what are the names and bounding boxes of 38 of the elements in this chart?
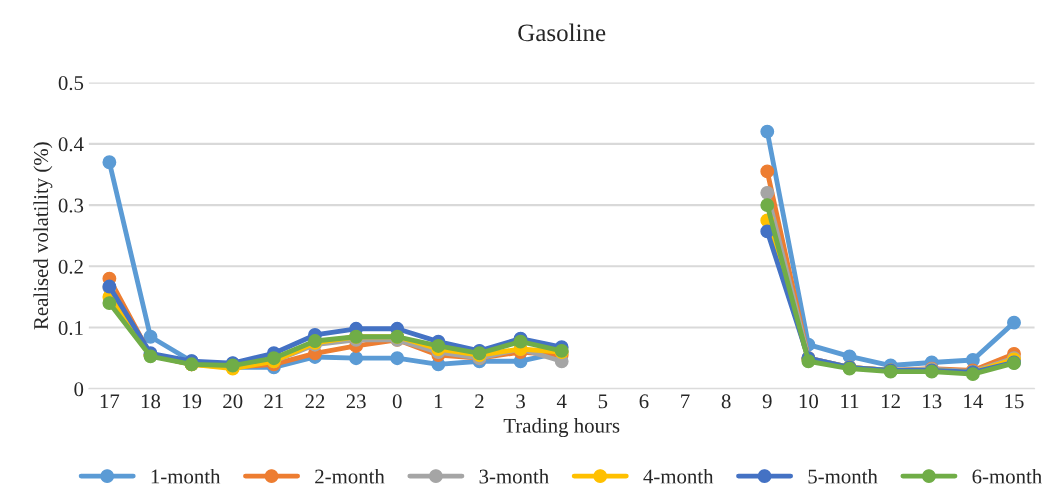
y-tick-label: 0 bbox=[74, 382, 84, 397]
y-tick-label: 0.2 bbox=[58, 259, 83, 274]
x-tick-label: 7 bbox=[681, 394, 690, 409]
y-axis-title: Realised volatility (%) bbox=[33, 142, 53, 330]
legend-label: 3-month bbox=[479, 468, 549, 484]
x-tick-label: 18 bbox=[141, 394, 161, 409]
x-tick-label: 13 bbox=[923, 394, 942, 409]
x-axis-title: Trading hours bbox=[503, 418, 620, 438]
x-tick-label: 11 bbox=[841, 394, 859, 409]
x-tick-label: 14 bbox=[964, 394, 983, 409]
x-tick-label: 17 bbox=[100, 394, 120, 409]
x-tick-label: 19 bbox=[183, 394, 202, 409]
x-tick-label: 2 bbox=[475, 394, 484, 409]
x-tick-label: 8 bbox=[721, 394, 731, 409]
y-tick-label: 0.1 bbox=[58, 320, 83, 336]
x-tick-label: 23 bbox=[346, 394, 366, 409]
x-tick-label: 15 bbox=[1005, 394, 1024, 409]
legend-label: 2-month bbox=[315, 468, 385, 484]
y-tick-label: 0.5 bbox=[58, 75, 84, 91]
legend-label: 1-month bbox=[151, 468, 221, 484]
legend-label: 5-month bbox=[808, 468, 878, 484]
x-tick-label: 22 bbox=[305, 394, 325, 409]
x-tick-label: 3 bbox=[516, 394, 525, 409]
x-tick-label: 0 bbox=[392, 394, 402, 409]
x-tick-label: 1 bbox=[434, 394, 443, 409]
x-tick-label: 10 bbox=[799, 394, 819, 409]
x-tick-label: 5 bbox=[598, 394, 608, 409]
chart-title: Gasoline bbox=[518, 23, 606, 42]
x-tick-label: 9 bbox=[762, 394, 772, 409]
x-tick-label: 6 bbox=[639, 394, 649, 409]
y-tick-label: 0.4 bbox=[58, 137, 84, 152]
legend-label: 4-month bbox=[643, 468, 714, 484]
x-tick-label: 21 bbox=[264, 394, 284, 409]
x-tick-label: 4 bbox=[556, 394, 567, 409]
y-tick-label: 0.3 bbox=[58, 198, 84, 213]
x-tick-label: 12 bbox=[882, 394, 900, 409]
legend-label: 6-month bbox=[972, 468, 1042, 484]
x-tick-label: 20 bbox=[223, 394, 243, 409]
